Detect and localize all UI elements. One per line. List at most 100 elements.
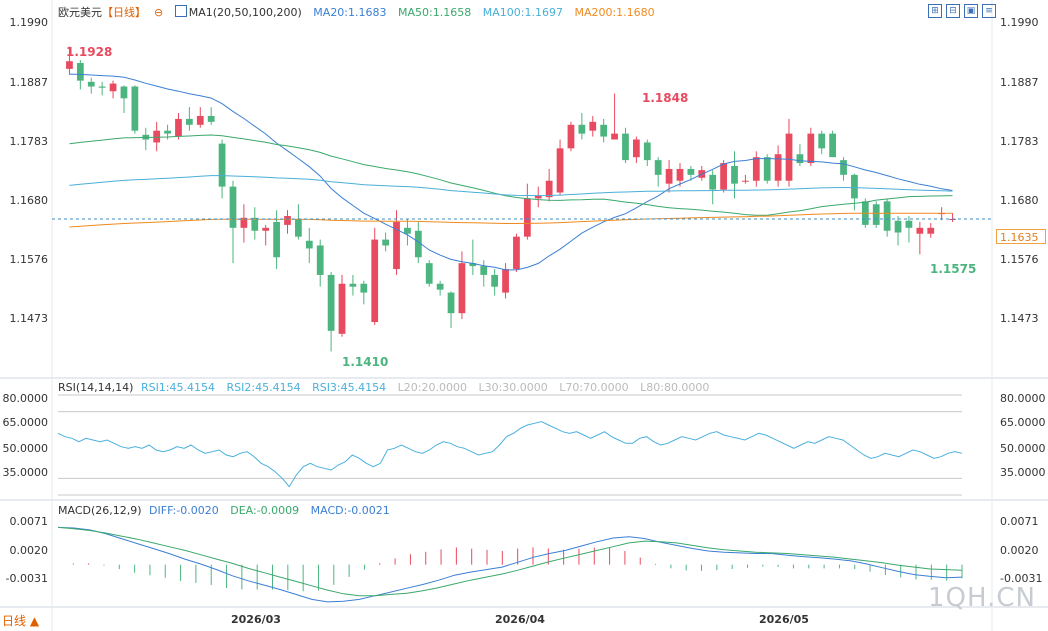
candle-body [458,263,466,314]
candle-body [785,133,793,181]
price-tick-left: 1.1887 [9,76,49,89]
rsi2-value: RSI2:45.4154 [226,381,301,394]
rsi-tick-right: 65.0000 [1000,416,1046,429]
ma-indicator-icon[interactable] [174,5,187,17]
candle-body [360,283,368,293]
candle-body [175,118,182,137]
l30-value: L30:30.0000 [478,381,548,394]
period-selector[interactable]: 日线 ▲ [2,614,40,628]
candle-body [349,283,357,287]
candle-body [284,216,291,225]
settings-icon[interactable]: ⊖ [154,6,164,19]
candle-body [676,168,684,181]
macd-value: MACD:-0.0021 [310,504,390,517]
macd-tick-left: 0.0071 [9,515,49,528]
ma20-line [69,73,953,271]
candle-body [611,133,618,140]
candle-body [229,186,237,228]
candle-body [120,86,128,99]
candle-body [305,240,313,249]
candle-body [240,217,248,228]
date-label: 2026/04 [495,613,545,626]
rsi-tick-right: 35.0000 [1000,466,1046,479]
ma50-value: MA50:1.1658 [398,6,472,19]
candle-body [76,62,84,81]
rsi-tick-left: 65.0000 [2,416,49,429]
candle-body [763,157,771,181]
candle-body [436,283,444,290]
price-tick-left: 1.1783 [9,135,49,148]
candle-body [513,236,520,270]
restore-icon[interactable]: ▣ [964,4,978,18]
candle-body [404,227,411,234]
candle-body [534,195,542,199]
candle-body [109,83,117,92]
rsi-tick-left: 35.0000 [2,466,49,479]
symbol-name: 欧元美元 [58,6,102,19]
ma200-line [69,212,953,228]
date-label: 2026/05 [759,613,809,626]
macd-tick-left: 0.0020 [9,544,49,557]
candle-body [665,168,673,184]
price-tick-left: 1.1990 [9,16,49,29]
candle-body [742,180,749,182]
collapse-icon[interactable]: ⊟ [946,4,960,18]
rsi-tick-left: 50.0000 [2,442,49,455]
rsi-name[interactable]: RSI(14,14,14) [58,381,134,394]
candle-body [393,221,400,270]
candle-body [87,81,95,87]
candle-body [447,292,455,314]
date-label: 2026/03 [231,613,281,626]
rsi-tick-left: 80.0000 [2,392,49,405]
rsi-line [57,421,963,488]
rsi1-value: RSI1:45.4154 [140,381,215,394]
candle-body [709,174,717,190]
candle-body [523,198,531,237]
candle-body [295,218,302,237]
ma100-value: MA100:1.1697 [482,6,563,19]
candle-body [567,124,575,149]
ma20-value: MA20:1.1683 [313,6,387,19]
candle-body [687,168,695,175]
l20-value: L20:20.0000 [397,381,467,394]
l70-value: L70:70.0000 [559,381,629,394]
candle-body [731,166,738,184]
candle-body [556,148,564,193]
ma200-value: MA200:1.1680 [574,6,655,19]
candle-body [720,163,727,190]
candle-body [382,239,390,246]
candle-body [327,274,335,331]
ma-indicator-name[interactable]: MA1(20,50,100,200) [188,6,302,19]
candle-body [153,130,161,143]
candle-body [218,143,226,187]
menu-icon[interactable]: ≡ [982,4,996,18]
candle-body [545,180,553,198]
macd-tick-left: -0.0031 [5,572,48,585]
candle-body [273,221,280,258]
low-annotation: 1.1410 [342,355,389,369]
rsi-tick-right: 50.0000 [1000,442,1046,455]
macd-dea-line [57,526,963,597]
rsi3-value: RSI3:45.4154 [312,381,387,394]
candle-body [654,160,662,175]
candle-body [883,201,891,231]
expand-icon[interactable]: ⊞ [928,4,942,18]
macd-name[interactable]: MACD(26,12,9) [58,504,142,517]
period-tag[interactable]: 【日线】 [102,6,146,19]
candle-body [338,283,346,334]
candle-body [752,157,760,181]
candle-body [196,115,204,125]
candle-body [829,133,837,158]
candle-body [164,130,171,134]
candle-body [632,139,640,158]
macd-tick-right: 0.0020 [1000,544,1039,557]
candle-body [894,220,902,233]
watermark: 1QH.CN [928,583,1036,613]
current-price-tag: 1.1635 [996,229,1046,244]
dea-value: DEA:-0.0009 [230,504,300,517]
candle-body [262,227,270,231]
candle-body [131,86,139,131]
candle-body [414,230,422,258]
